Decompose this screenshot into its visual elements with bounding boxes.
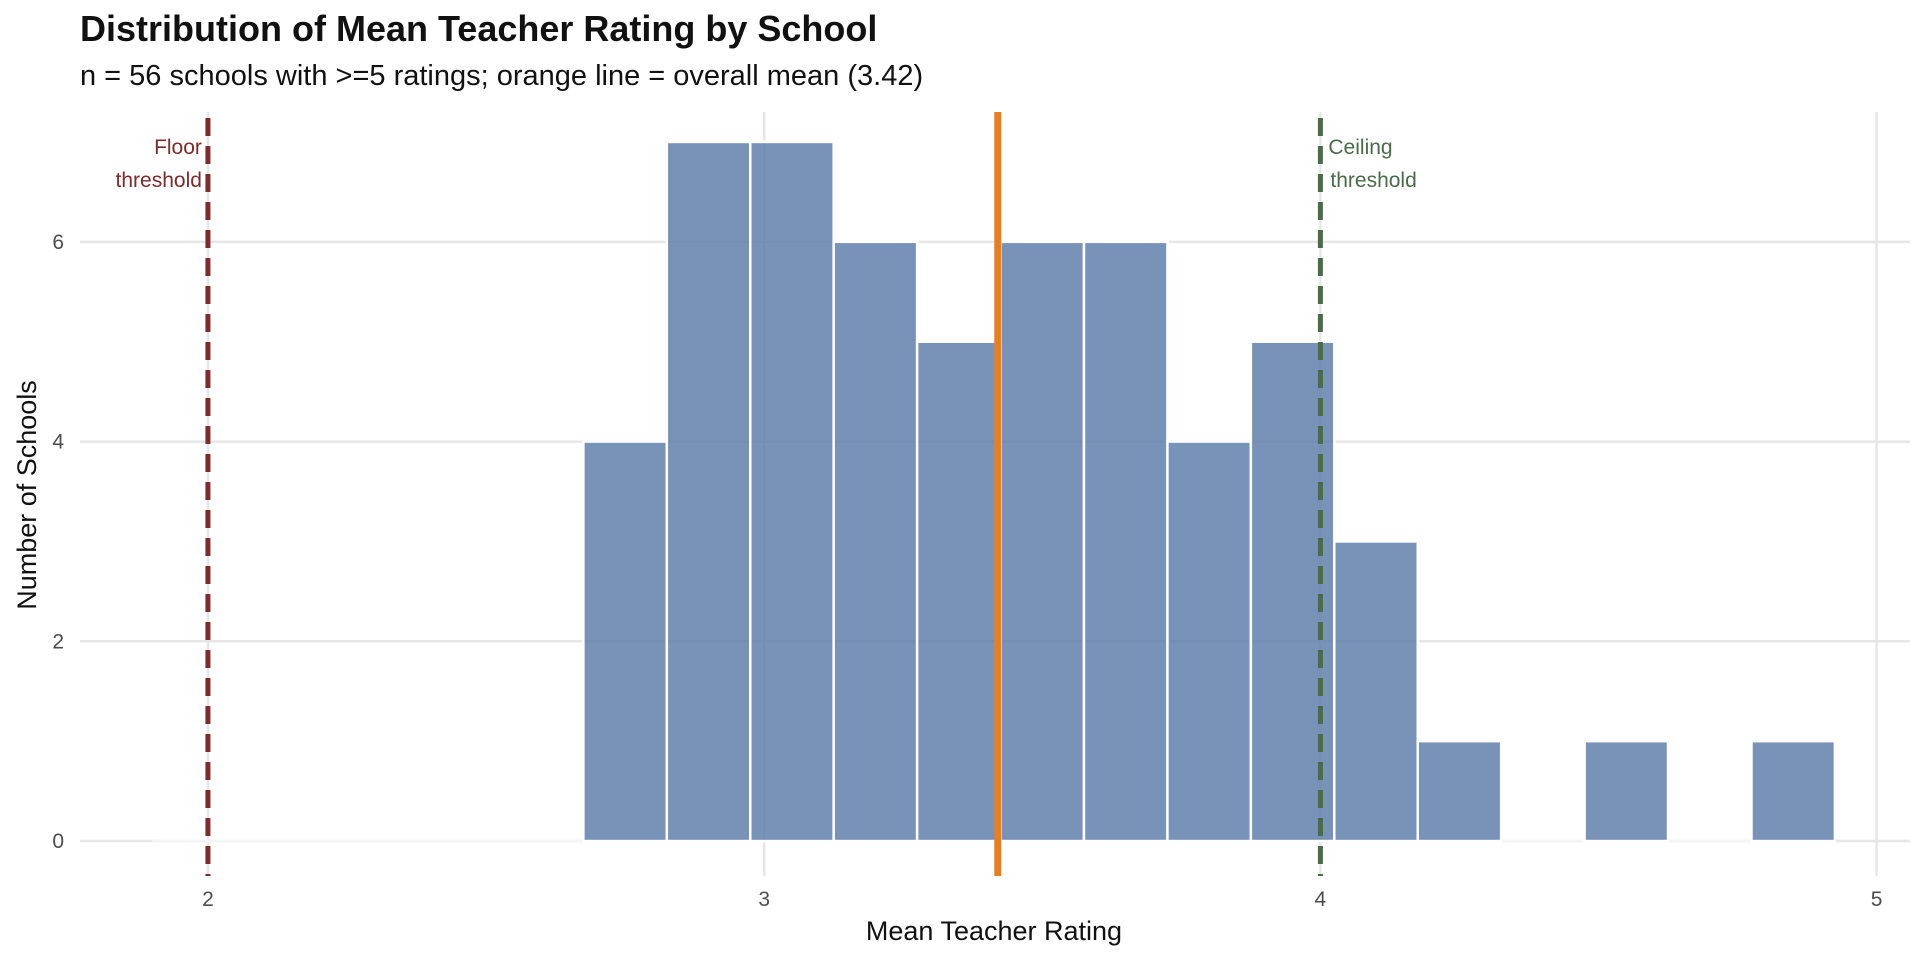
x-tick-label: 3 (758, 888, 770, 911)
x-tick-label: 4 (1315, 888, 1327, 911)
threshold-label: Floor (154, 136, 202, 159)
y-tick-label: 6 (52, 231, 64, 254)
histogram-bar (1082, 240, 1169, 843)
histogram-bar (749, 140, 835, 843)
label-layer: Floor threshold Ceiling threshold (116, 136, 1417, 192)
histogram-bar (915, 340, 1002, 843)
histogram-bar (1750, 739, 1837, 843)
y-axis-title: Number of Schools (12, 380, 42, 610)
threshold-label: threshold (116, 169, 202, 192)
histogram-bar (1583, 739, 1670, 843)
chart-subtitle: n = 56 schools with >=5 ratings; orange … (80, 60, 924, 92)
histogram-bar (1166, 440, 1253, 843)
histogram-bar (999, 240, 1086, 843)
histogram-bar (582, 440, 669, 843)
histogram-bar (832, 240, 919, 843)
x-axis-title: Mean Teacher Rating (866, 916, 1122, 946)
y-tick-label: 0 (52, 830, 64, 853)
threshold-label: Ceiling (1328, 136, 1392, 159)
x-tick-label: 2 (202, 888, 214, 911)
threshold-label: threshold (1330, 169, 1416, 192)
reference-line-layer (205, 112, 1323, 876)
histogram-bar (1333, 540, 1419, 843)
y-tick-label: 2 (52, 630, 64, 653)
x-tick-label: 5 (1871, 888, 1883, 911)
histogram-bar (665, 140, 752, 843)
bar-layer (582, 140, 1837, 843)
y-tick-label: 4 (52, 431, 64, 454)
histogram-bar (1416, 739, 1503, 843)
histogram-bar (1249, 340, 1336, 843)
chart-title: Distribution of Mean Teacher Rating by S… (80, 8, 878, 49)
